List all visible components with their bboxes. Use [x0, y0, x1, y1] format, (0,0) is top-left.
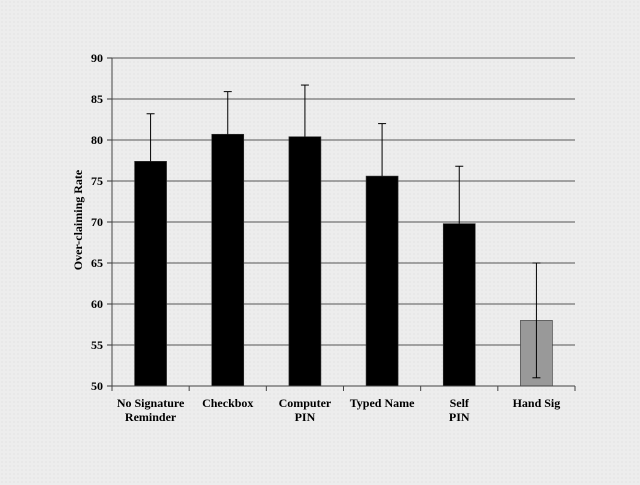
- x-category-label: Computer: [279, 396, 332, 410]
- y-tick-label: 80: [91, 133, 103, 147]
- error-bar: [532, 262, 541, 379]
- x-category-label: No Signature: [117, 396, 185, 410]
- bar: [442, 223, 476, 387]
- error-bar: [223, 91, 232, 135]
- bar: [288, 136, 322, 387]
- bar: [211, 133, 245, 387]
- x-category-label: PIN: [449, 410, 470, 424]
- bar: [365, 175, 399, 387]
- y-tick-label: 50: [91, 379, 103, 393]
- error-bar: [300, 84, 309, 137]
- x-category-label: Typed Name: [350, 396, 415, 410]
- y-axis-title: Over-claiming Rate: [71, 169, 85, 270]
- bar: [134, 161, 167, 387]
- y-tick-label: 85: [91, 92, 103, 106]
- y-tick-label: 60: [91, 297, 103, 311]
- x-category-label: Self: [450, 396, 470, 410]
- error-bar: [455, 165, 464, 224]
- y-tick-label: 75: [91, 174, 103, 188]
- y-tick-label: 90: [91, 51, 103, 65]
- x-category-label: Reminder: [125, 410, 177, 424]
- y-tick-label: 65: [91, 256, 103, 270]
- x-category-label: PIN: [295, 410, 316, 424]
- x-category-label: Hand Sig: [513, 396, 561, 410]
- y-tick-label: 70: [91, 215, 103, 229]
- x-category-label: Checkbox: [202, 396, 253, 410]
- error-bar: [378, 123, 387, 177]
- error-bar: [146, 113, 155, 162]
- y-tick-label: 55: [91, 338, 103, 352]
